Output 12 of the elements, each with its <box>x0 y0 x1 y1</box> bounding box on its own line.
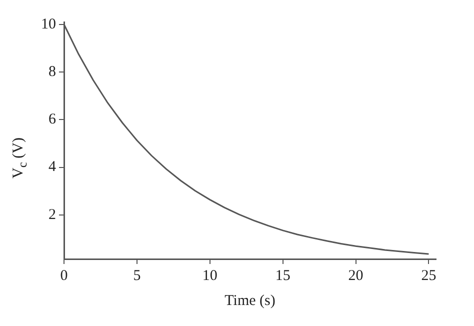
y-tick-label: 6 <box>48 112 56 128</box>
x-tick-label: 0 <box>60 268 68 284</box>
y-tick-label: 10 <box>41 16 56 32</box>
x-tick-label: 5 <box>133 268 141 284</box>
y-tick-label: 2 <box>48 206 56 223</box>
x-tick-label: 25 <box>421 268 436 284</box>
y-tick-label: 8 <box>48 64 56 80</box>
x-tick-label: 10 <box>202 268 218 284</box>
x-axis-title: Time (s) <box>224 292 276 309</box>
x-tick-label: 15 <box>275 268 290 284</box>
y-tick-label: 4 <box>48 159 56 176</box>
x-tick-label: 20 <box>348 268 364 284</box>
